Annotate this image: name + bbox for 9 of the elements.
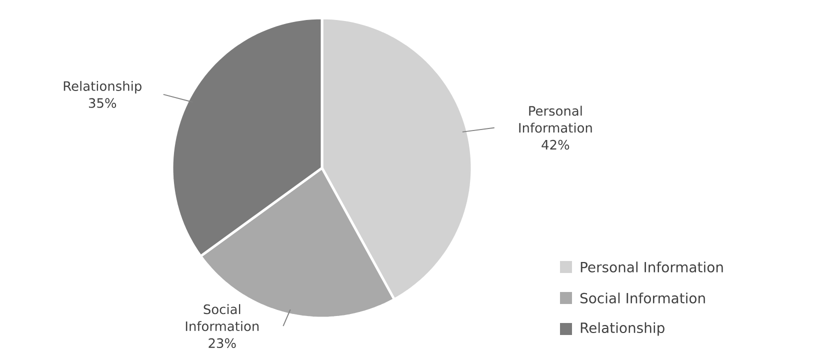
data-label: 35% (88, 98, 116, 108)
data-label: 42% (542, 140, 570, 150)
slice-label: Relationship (64, 80, 142, 94)
data-label: 23% (208, 338, 236, 348)
legend-label: Social Information (580, 292, 705, 304)
slice-label: Social Information (186, 304, 259, 332)
slice-label: Personal Information (519, 106, 592, 133)
legend-label: Relationship (580, 322, 664, 336)
legend-label: Personal Information (580, 262, 723, 272)
